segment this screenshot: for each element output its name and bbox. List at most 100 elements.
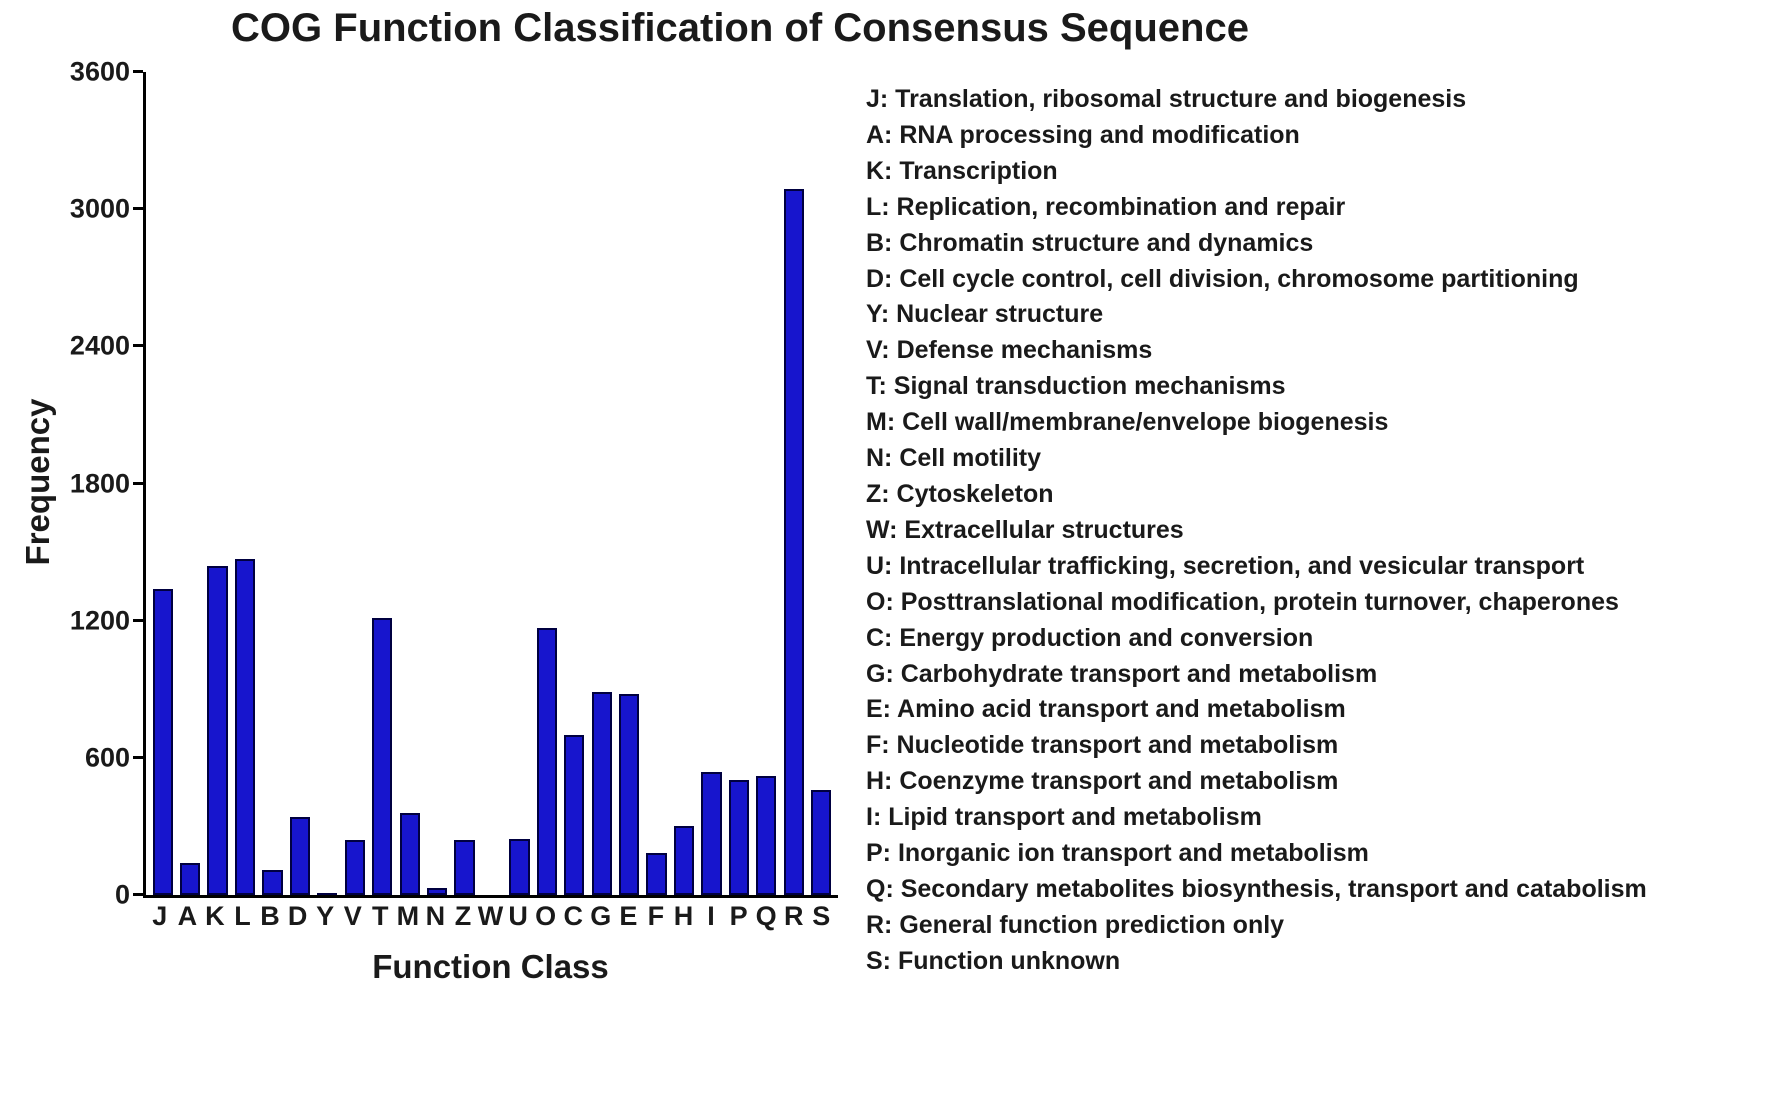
x-tick-label-I: I bbox=[707, 901, 715, 931]
legend-item: U: Intracellular trafficking, secretion,… bbox=[866, 551, 1585, 580]
bar-U bbox=[509, 839, 530, 895]
bar-slot bbox=[231, 72, 258, 895]
y-tick-mark bbox=[133, 755, 143, 759]
legend-item: M: Cell wall/membrane/envelope biogenesi… bbox=[866, 408, 1389, 437]
bar-slot bbox=[506, 72, 533, 895]
bar-B bbox=[262, 870, 283, 895]
y-tick-label: 0 bbox=[114, 879, 130, 910]
bar-slot bbox=[341, 72, 368, 895]
y-tick-label: 3600 bbox=[69, 56, 130, 87]
bar-L bbox=[234, 559, 256, 895]
bar-N bbox=[426, 888, 448, 895]
legend: J: Translation, ribosomal structure and … bbox=[866, 82, 1746, 980]
plot-area bbox=[133, 70, 838, 898]
legend-item: S: Function unknown bbox=[866, 946, 1121, 975]
x-tick-label-J: J bbox=[152, 901, 168, 931]
bar-slot bbox=[451, 72, 478, 895]
x-tick-label-Q: Q bbox=[755, 901, 777, 931]
chart-title: COG Function Classification of Consensus… bbox=[231, 6, 1249, 50]
y-ticks: 0 600 1200 1800 2400 3000 3600 bbox=[48, 58, 130, 908]
bar-V bbox=[344, 840, 365, 895]
legend-item: E: Amino acid transport and metabolism bbox=[866, 695, 1346, 724]
bar-Z bbox=[454, 840, 475, 895]
y-tick-mark bbox=[133, 207, 143, 211]
bar-M bbox=[399, 813, 420, 895]
y-tick-mark bbox=[133, 70, 143, 73]
bar-slot bbox=[204, 72, 231, 895]
bar-Q bbox=[756, 776, 777, 895]
x-tick-label-K: K bbox=[205, 901, 225, 931]
y-tick-mark bbox=[133, 893, 143, 896]
bar-slot bbox=[533, 72, 560, 895]
y-tick-label: 600 bbox=[84, 742, 130, 773]
bar-slot bbox=[478, 72, 505, 895]
x-tick-label-P: P bbox=[729, 901, 748, 931]
bar-slot bbox=[670, 72, 697, 895]
bar-T bbox=[372, 618, 393, 895]
x-tick-label-E: E bbox=[619, 901, 638, 931]
bar-slot bbox=[176, 72, 203, 895]
x-tick-label-B: B bbox=[260, 901, 280, 931]
legend-item: H: Coenzyme transport and metabolism bbox=[866, 767, 1339, 796]
legend-item: N: Cell motility bbox=[866, 444, 1042, 473]
y-tick-mark bbox=[133, 618, 143, 622]
bar-slot bbox=[808, 72, 835, 895]
bar-P bbox=[728, 780, 750, 895]
x-tick-label-Z: Z bbox=[454, 901, 472, 931]
bar-slot bbox=[561, 72, 588, 895]
y-tick-label: 2400 bbox=[69, 330, 130, 361]
bar-F bbox=[646, 853, 667, 895]
x-tick-label-L: L bbox=[234, 901, 251, 931]
legend-item: C: Energy production and conversion bbox=[866, 623, 1314, 652]
x-tick-label-O: O bbox=[535, 901, 557, 931]
legend-item: B: Chromatin structure and dynamics bbox=[866, 228, 1314, 257]
y-tick-mark bbox=[133, 481, 143, 485]
legend-item: Z: Cytoskeleton bbox=[866, 479, 1054, 508]
legend-item: F: Nucleotide transport and metabolism bbox=[866, 731, 1339, 760]
x-tick-label-G: G bbox=[590, 901, 612, 931]
x-tick-label-T: T bbox=[372, 901, 389, 931]
bar-E bbox=[619, 694, 640, 895]
x-tick-label-R: R bbox=[783, 901, 804, 931]
bar-O bbox=[536, 628, 557, 895]
legend-item: O: Posttranslational modification, prote… bbox=[866, 587, 1619, 616]
y-tick-label: 1200 bbox=[69, 605, 130, 636]
bar-slot bbox=[780, 72, 807, 895]
x-tick-label-N: N bbox=[425, 901, 446, 931]
x-tick-label-F: F bbox=[647, 901, 665, 931]
bar-slot bbox=[149, 72, 176, 895]
legend-item: K: Transcription bbox=[866, 156, 1058, 185]
legend-item: I: Lipid transport and metabolism bbox=[866, 803, 1262, 832]
bar-slot bbox=[615, 72, 642, 895]
bar-slot bbox=[698, 72, 725, 895]
legend-item: Q: Secondary metabolites biosynthesis, t… bbox=[866, 874, 1647, 903]
bar-slot bbox=[286, 72, 313, 895]
legend-item: G: Carbohydrate transport and metabolism bbox=[866, 659, 1378, 688]
bar-R bbox=[783, 189, 804, 895]
legend-item: R: General function prediction only bbox=[866, 910, 1285, 939]
legend-item: A: RNA processing and modification bbox=[866, 120, 1300, 149]
x-tick-label-Y: Y bbox=[316, 901, 335, 931]
bar-K bbox=[207, 566, 228, 895]
y-tick-label: 3000 bbox=[69, 193, 130, 224]
bar-slot bbox=[314, 72, 341, 895]
bar-G bbox=[591, 692, 612, 895]
bar-A bbox=[180, 863, 201, 895]
bar-S bbox=[811, 790, 832, 895]
bar-slot bbox=[588, 72, 615, 895]
y-tick-label: 1800 bbox=[69, 468, 130, 498]
x-axis-title: Function Class bbox=[372, 948, 609, 985]
bar-J bbox=[152, 589, 173, 895]
legend-item: P: Inorganic ion transport and metabolis… bbox=[866, 839, 1369, 868]
legend-item: V: Defense mechanisms bbox=[866, 336, 1153, 365]
legend-item: D: Cell cycle control, cell division, ch… bbox=[866, 264, 1579, 293]
x-tick-label-W: W bbox=[477, 901, 504, 931]
legend-item: L: Replication, recombination and repair bbox=[866, 192, 1346, 221]
legend-item: W: Extracellular structures bbox=[866, 515, 1184, 544]
bar-D bbox=[289, 817, 311, 895]
bars-row bbox=[146, 72, 838, 895]
bar-I bbox=[701, 772, 722, 895]
bar-slot bbox=[643, 72, 670, 895]
